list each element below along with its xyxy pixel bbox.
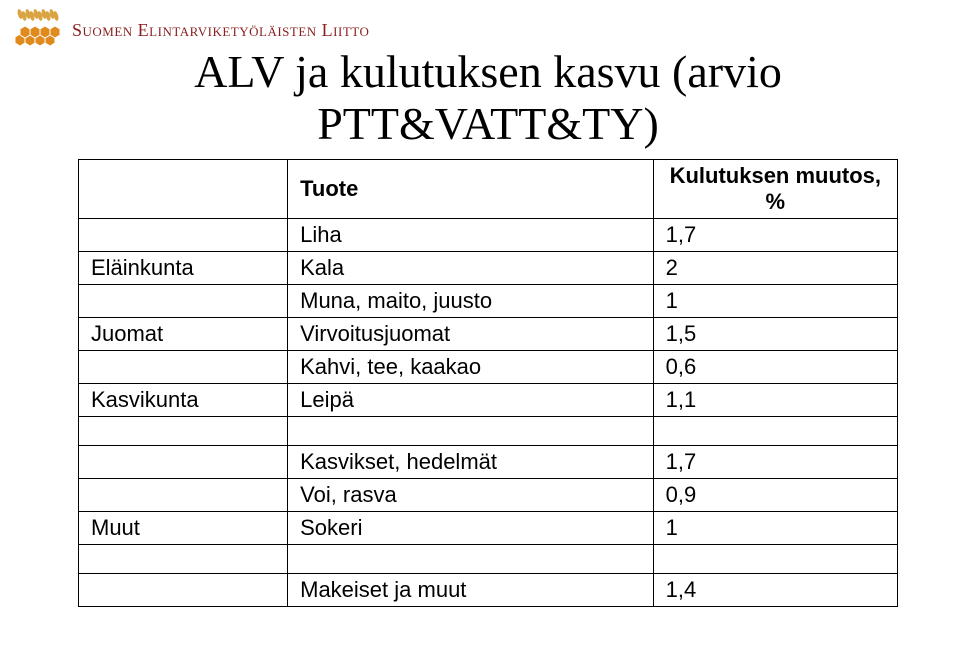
col-product: Tuote [288, 160, 654, 219]
data-table: Tuote Kulutuksen muutos, % Liha 1,7 Eläi… [78, 159, 898, 607]
table-row: Eläinkunta Kala 2 [79, 252, 898, 285]
page-title: ALV ja kulutuksen kasvu (arvio PTT&VATT&… [78, 46, 898, 149]
table-row: Kahvi, tee, kaakao 0,6 [79, 351, 898, 384]
table-row: Muut Sokeri 1 [79, 512, 898, 545]
table-row: Kasvikunta Leipä 1,1 [79, 384, 898, 417]
table-row: Muna, maito, juusto 1 [79, 285, 898, 318]
table-row: Liha 1,7 [79, 219, 898, 252]
page: Suomen Elintarviketyöläisten Liitto ALV … [0, 0, 960, 667]
col-category [79, 160, 288, 219]
table-gap [79, 417, 898, 446]
table-row: Juomat Virvoitusjuomat 1,5 [79, 318, 898, 351]
org-name: Suomen Elintarviketyöläisten Liitto [72, 20, 369, 41]
table-row: Kasvikset, hedelmät 1,7 [79, 446, 898, 479]
table-row: Voi, rasva 0,9 [79, 479, 898, 512]
table-head-row: Tuote Kulutuksen muutos, % [79, 160, 898, 219]
logo-icon [14, 8, 62, 52]
content: ALV ja kulutuksen kasvu (arvio PTT&VATT&… [78, 46, 898, 607]
table-gap [79, 545, 898, 574]
table-row: Makeiset ja muut 1,4 [79, 574, 898, 607]
col-value: Kulutuksen muutos, % [653, 160, 897, 219]
